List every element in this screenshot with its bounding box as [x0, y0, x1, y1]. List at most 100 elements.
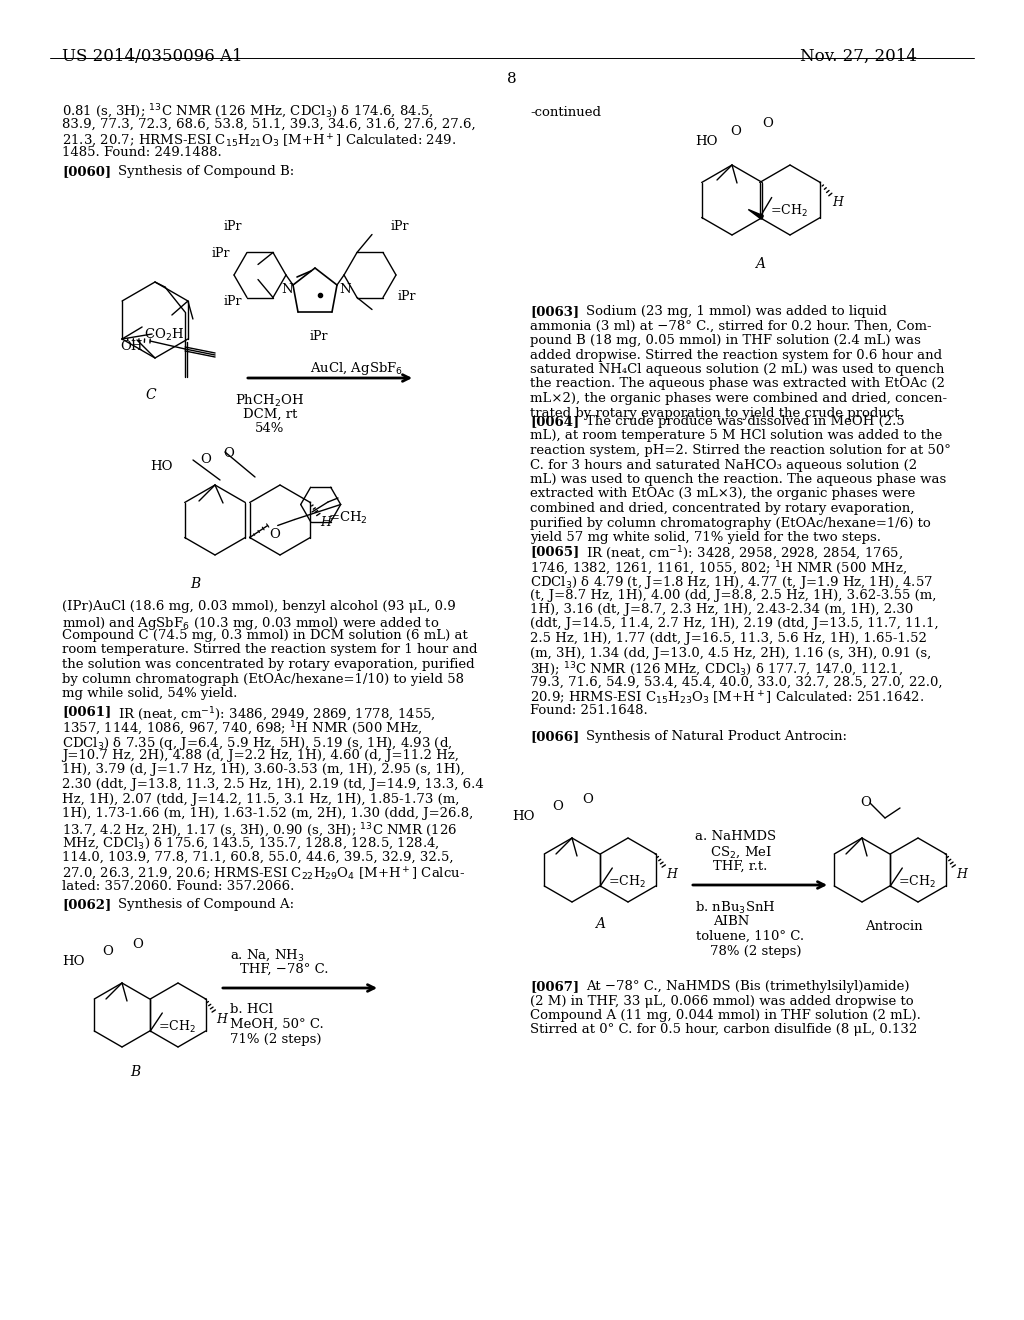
Text: A: A — [595, 917, 605, 931]
Text: O: O — [200, 453, 211, 466]
Text: 20.9; HRMS-ESI C$_{15}$H$_{23}$O$_3$ [M+H$^+$] Calculated: 251.1642.: 20.9; HRMS-ESI C$_{15}$H$_{23}$O$_3$ [M+… — [530, 690, 925, 708]
Text: =CH$_2$: =CH$_2$ — [328, 510, 370, 527]
Text: MeOH, 50° C.: MeOH, 50° C. — [230, 1018, 324, 1031]
Text: N: N — [281, 282, 293, 296]
Text: iPr: iPr — [224, 220, 243, 234]
Text: Antrocin: Antrocin — [865, 920, 923, 933]
Text: Nov. 27, 2014: Nov. 27, 2014 — [800, 48, 918, 65]
Text: extracted with EtOAc (3 mL×3), the organic phases were: extracted with EtOAc (3 mL×3), the organ… — [530, 487, 915, 500]
Text: 1H), 1.73-1.66 (m, 1H), 1.63-1.52 (m, 2H), 1.30 (ddd, J=26.8,: 1H), 1.73-1.66 (m, 1H), 1.63-1.52 (m, 2H… — [62, 807, 473, 820]
Text: DCM, rt: DCM, rt — [243, 408, 297, 421]
Text: 3H); $^{13}$C NMR (126 MHz, CDCl$_3$) δ 177.7, 147.0, 112.1,: 3H); $^{13}$C NMR (126 MHz, CDCl$_3$) δ … — [530, 661, 903, 678]
Text: US 2014/0350096 A1: US 2014/0350096 A1 — [62, 48, 243, 65]
Text: [0067]: [0067] — [530, 979, 580, 993]
Text: iPr: iPr — [212, 247, 230, 260]
Text: O: O — [269, 528, 281, 540]
Text: combined and dried, concentrated by rotary evaporation,: combined and dried, concentrated by rota… — [530, 502, 914, 515]
Text: B: B — [190, 577, 201, 591]
Text: PhCH$_2$OH: PhCH$_2$OH — [236, 393, 304, 409]
Text: 2.30 (ddt, J=13.8, 11.3, 2.5 Hz, 1H), 2.19 (td, J=14.9, 13.3, 6.4: 2.30 (ddt, J=13.8, 11.3, 2.5 Hz, 1H), 2.… — [62, 777, 483, 791]
Text: (m, 3H), 1.34 (dd, J=13.0, 4.5 Hz, 2H), 1.16 (s, 3H), 0.91 (s,: (m, 3H), 1.34 (dd, J=13.0, 4.5 Hz, 2H), … — [530, 647, 931, 660]
Text: trated by rotary evaporation to yield the crude product.: trated by rotary evaporation to yield th… — [530, 407, 904, 420]
Text: -continued: -continued — [530, 106, 601, 119]
Text: AuCl, AgSbF$_6$: AuCl, AgSbF$_6$ — [310, 360, 403, 378]
Text: J=10.7 Hz, 2H), 4.88 (d, J=2.2 Hz, 1H), 4.60 (d, J=11.2 Hz,: J=10.7 Hz, 2H), 4.88 (d, J=2.2 Hz, 1H), … — [62, 748, 459, 762]
Text: [0065]: [0065] — [530, 545, 580, 558]
Text: H: H — [833, 197, 843, 210]
Text: 54%: 54% — [255, 422, 285, 436]
Text: Synthesis of Compound A:: Synthesis of Compound A: — [118, 898, 294, 911]
Text: 1485. Found: 249.1488.: 1485. Found: 249.1488. — [62, 147, 222, 160]
Text: yield 57 mg white solid, 71% yield for the two steps.: yield 57 mg white solid, 71% yield for t… — [530, 531, 881, 544]
Text: Synthesis of Natural Product Antrocin:: Synthesis of Natural Product Antrocin: — [586, 730, 847, 743]
Text: pound B (18 mg, 0.05 mmol) in THF solution (2.4 mL) was: pound B (18 mg, 0.05 mmol) in THF soluti… — [530, 334, 921, 347]
Text: 1H), 3.16 (dt, J=8.7, 2.3 Hz, 1H), 2.43-2.34 (m, 1H), 2.30: 1H), 3.16 (dt, J=8.7, 2.3 Hz, 1H), 2.43-… — [530, 603, 913, 616]
Text: IR (neat, cm$^{-1}$): 3486, 2949, 2869, 1778, 1455,: IR (neat, cm$^{-1}$): 3486, 2949, 2869, … — [118, 705, 436, 723]
Text: O: O — [552, 800, 563, 813]
Text: IR (neat, cm$^{-1}$): 3428, 2958, 2928, 2854, 1765,: IR (neat, cm$^{-1}$): 3428, 2958, 2928, … — [586, 545, 903, 564]
Text: 0.81 (s, 3H); $^{13}$C NMR (126 MHz, CDCl$_3$) δ 174.6, 84.5,: 0.81 (s, 3H); $^{13}$C NMR (126 MHz, CDC… — [62, 103, 434, 121]
Text: 8: 8 — [507, 73, 517, 86]
Text: 1746, 1382, 1261, 1161, 1055, 802; $^1$H NMR (500 MHz,: 1746, 1382, 1261, 1161, 1055, 802; $^1$H… — [530, 560, 907, 578]
Text: 79.3, 71.6, 54.9, 53.4, 45.4, 40.0, 33.0, 32.7, 28.5, 27.0, 22.0,: 79.3, 71.6, 54.9, 53.4, 45.4, 40.0, 33.0… — [530, 676, 942, 689]
Text: H: H — [216, 1012, 226, 1026]
Text: HO: HO — [150, 459, 172, 473]
Text: b. nBu$_3$SnH: b. nBu$_3$SnH — [695, 900, 775, 916]
Text: THF, r.t.: THF, r.t. — [713, 861, 767, 873]
Text: O: O — [860, 796, 870, 809]
Text: O: O — [132, 939, 143, 950]
Text: toluene, 110° C.: toluene, 110° C. — [696, 931, 804, 942]
Text: HO: HO — [62, 954, 85, 968]
Text: O: O — [762, 117, 773, 129]
Text: C: C — [145, 388, 156, 403]
Text: Hz, 1H), 2.07 (tdd, J=14.2, 11.5, 3.1 Hz, 1H), 1.85-1.73 (m,: Hz, 1H), 2.07 (tdd, J=14.2, 11.5, 3.1 Hz… — [62, 792, 460, 805]
Text: mmol) and AgSbF$_6$ (10.3 mg, 0.03 mmol) were added to: mmol) and AgSbF$_6$ (10.3 mg, 0.03 mmol)… — [62, 615, 439, 631]
Text: added dropwise. Stirred the reaction system for 0.6 hour and: added dropwise. Stirred the reaction sys… — [530, 348, 942, 362]
Text: Sodium (23 mg, 1 mmol) was added to liquid: Sodium (23 mg, 1 mmol) was added to liqu… — [586, 305, 887, 318]
Text: CO$_2$H: CO$_2$H — [144, 327, 184, 343]
Text: O: O — [730, 125, 741, 139]
Text: [0060]: [0060] — [62, 165, 112, 178]
Text: O: O — [223, 447, 233, 459]
Text: b. HCl: b. HCl — [230, 1003, 272, 1016]
Text: Compound C (74.5 mg, 0.3 mmol) in DCM solution (6 mL) at: Compound C (74.5 mg, 0.3 mmol) in DCM so… — [62, 630, 468, 642]
Text: 27.0, 26.3, 21.9, 20.6; HRMS-ESI C$_{22}$H$_{29}$O$_4$ [M+H$^+$] Calcu-: 27.0, 26.3, 21.9, 20.6; HRMS-ESI C$_{22}… — [62, 865, 465, 882]
Text: (IPr)AuCl (18.6 mg, 0.03 mmol), benzyl alcohol (93 μL, 0.9: (IPr)AuCl (18.6 mg, 0.03 mmol), benzyl a… — [62, 601, 456, 612]
Text: CDCl$_3$) δ 7.35 (q, J=6.4, 5.9 Hz, 5H), 5.19 (s, 1H), 4.93 (d,: CDCl$_3$) δ 7.35 (q, J=6.4, 5.9 Hz, 5H),… — [62, 734, 453, 751]
Text: [0062]: [0062] — [62, 898, 112, 911]
Polygon shape — [749, 210, 763, 219]
Text: saturated NH₄Cl aqueous solution (2 mL) was used to quench: saturated NH₄Cl aqueous solution (2 mL) … — [530, 363, 944, 376]
Text: MHz, CDCl$_3$) δ 175.6, 143.5, 135.7, 128.8, 128.5, 128.4,: MHz, CDCl$_3$) δ 175.6, 143.5, 135.7, 12… — [62, 836, 439, 851]
Text: [0066]: [0066] — [530, 730, 580, 743]
Text: C. for 3 hours and saturated NaHCO₃ aqueous solution (2: C. for 3 hours and saturated NaHCO₃ aque… — [530, 458, 918, 471]
Text: CDCl$_3$) δ 4.79 (t, J=1.8 Hz, 1H), 4.77 (t, J=1.9 Hz, 1H), 4.57: CDCl$_3$) δ 4.79 (t, J=1.8 Hz, 1H), 4.77… — [530, 574, 933, 591]
Text: [0063]: [0063] — [530, 305, 580, 318]
Text: =CH$_2$: =CH$_2$ — [608, 874, 646, 890]
Text: 21.3, 20.7; HRMS-ESI C$_{15}$H$_{21}$O$_3$ [M+H$^+$] Calculated: 249.: 21.3, 20.7; HRMS-ESI C$_{15}$H$_{21}$O$_… — [62, 132, 457, 149]
Text: HO: HO — [512, 810, 535, 822]
Text: 1357, 1144, 1086, 967, 740, 698; $^1$H NMR (500 MHz,: 1357, 1144, 1086, 967, 740, 698; $^1$H N… — [62, 719, 423, 738]
Text: At −78° C., NaHMDS (Bis (trimethylsilyl)amide): At −78° C., NaHMDS (Bis (trimethylsilyl)… — [586, 979, 909, 993]
Text: Stirred at 0° C. for 0.5 hour, carbon disulfide (8 μL, 0.132: Stirred at 0° C. for 0.5 hour, carbon di… — [530, 1023, 918, 1036]
Text: 71% (2 steps): 71% (2 steps) — [230, 1034, 322, 1045]
Text: =CH$_2$: =CH$_2$ — [770, 202, 807, 219]
Text: [0061]: [0061] — [62, 705, 112, 718]
Text: 1H), 3.79 (d, J=1.7 Hz, 1H), 3.60-3.53 (m, 1H), 2.95 (s, 1H),: 1H), 3.79 (d, J=1.7 Hz, 1H), 3.60-3.53 (… — [62, 763, 465, 776]
Text: H: H — [955, 869, 967, 880]
Text: 13.7, 4.2 Hz, 2H), 1.17 (s, 3H), 0.90 (s, 3H); $^{13}$C NMR (126: 13.7, 4.2 Hz, 2H), 1.17 (s, 3H), 0.90 (s… — [62, 821, 458, 840]
Text: a. Na, NH$_3$: a. Na, NH$_3$ — [230, 948, 304, 964]
Text: (ddt, J=14.5, 11.4, 2.7 Hz, 1H), 2.19 (dtd, J=13.5, 11.7, 11.1,: (ddt, J=14.5, 11.4, 2.7 Hz, 1H), 2.19 (d… — [530, 618, 939, 631]
Text: CS$_2$, MeI: CS$_2$, MeI — [710, 845, 772, 861]
Text: iPr: iPr — [224, 294, 243, 308]
Text: iPr: iPr — [391, 220, 410, 234]
Text: 114.0, 103.9, 77.8, 71.1, 60.8, 55.0, 44.6, 39.5, 32.9, 32.5,: 114.0, 103.9, 77.8, 71.1, 60.8, 55.0, 44… — [62, 850, 454, 863]
Text: N: N — [339, 282, 350, 296]
Text: H: H — [666, 869, 677, 880]
Text: by column chromatograph (EtOAc/hexane=1/10) to yield 58: by column chromatograph (EtOAc/hexane=1/… — [62, 672, 464, 685]
Text: iPr: iPr — [310, 330, 329, 343]
Text: [0064]: [0064] — [530, 414, 580, 428]
Text: B: B — [130, 1065, 140, 1078]
Text: Synthesis of Compound B:: Synthesis of Compound B: — [118, 165, 294, 178]
Text: mL×2), the organic phases were combined and dried, concen-: mL×2), the organic phases were combined … — [530, 392, 947, 405]
Text: THF, −78° C.: THF, −78° C. — [240, 964, 329, 975]
